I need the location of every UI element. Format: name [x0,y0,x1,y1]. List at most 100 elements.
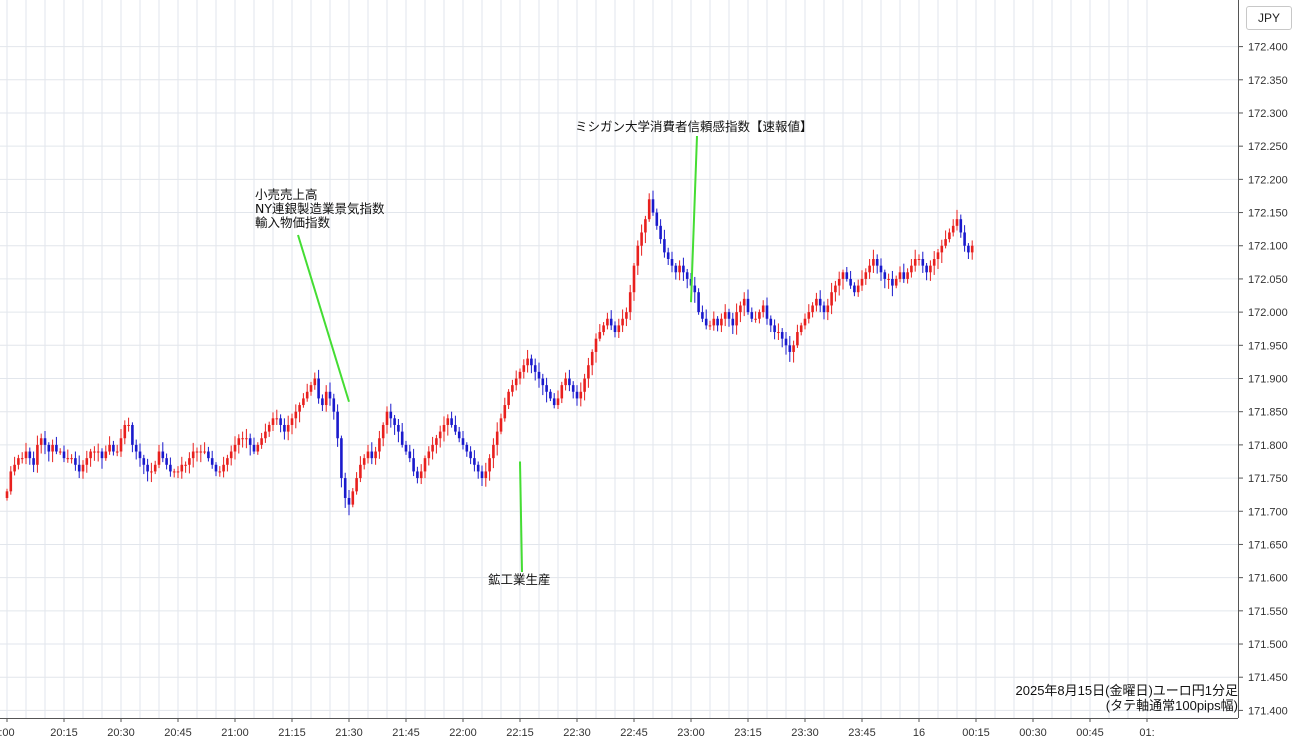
candle-up [366,451,370,459]
candle-down [541,378,545,386]
candle-up [180,464,184,472]
candle-down [784,338,788,346]
candle-down [370,451,374,459]
event-annotation-industrial-production: 鉱工業生産 [488,573,551,587]
candle-down [663,239,666,253]
candle-up [484,471,488,479]
candle-up [803,318,807,326]
candle-up [222,464,225,472]
candle-down [283,424,286,432]
price-tick-label: 172.150 [1248,208,1288,220]
candle-down [317,378,320,399]
candle-up [636,245,640,266]
candle-up [123,424,127,439]
annotation-line: 輸入物価指数 [255,215,331,230]
candle-up [864,272,868,279]
candle-up [761,305,765,313]
candle-up [492,444,495,459]
event-annotation-michigan-sentiment: ミシガン大学消費者信頼感指数【速報値】 [575,120,813,134]
candle-up [617,325,621,333]
candle-up [579,391,583,399]
candle-down [537,371,541,379]
candle-down [666,252,670,260]
candle-up [507,391,510,406]
candle-up [264,431,267,439]
currency-badge[interactable]: JPY [1246,6,1292,30]
time-tick-label: 20:45 [164,727,192,739]
price-tick-label: 172.000 [1248,307,1288,319]
price-tick-label: 171.900 [1248,374,1288,386]
candle-down [853,285,856,293]
candle-down [146,464,149,472]
candle-up [66,458,70,460]
candle-up [564,378,567,386]
candle-down [704,318,708,326]
candle-up [910,265,913,273]
candle-down [685,272,689,279]
candle-down [112,444,115,452]
candle-down [207,451,210,459]
candle-down [670,259,674,266]
candle-down [746,298,750,313]
candle-up [955,219,959,226]
candle-up [587,365,590,379]
caption-line-2: (タテ軸通常100pips幅) [1105,698,1238,713]
candle-down [210,458,214,465]
candle-up [898,272,902,279]
candle-up [96,451,100,453]
annotation-line: ミシガン大学消費者信頼感指数【速報値】 [575,119,813,134]
candle-up [237,438,241,445]
candle-up [89,451,92,459]
candle-up [841,272,845,279]
candle-up [495,431,499,445]
candle-up [837,278,841,286]
price-tick-label: 172.250 [1248,141,1288,153]
candle-down [77,464,81,472]
candle-up [522,365,526,372]
candle-down [549,391,552,399]
candle-up [13,464,16,472]
candle-down [476,464,480,472]
candle-down [552,398,556,406]
candle-up [324,391,328,406]
candle-up [199,451,203,453]
price-tick-label: 171.850 [1248,407,1288,419]
candle-down [62,451,66,459]
candle-up [359,464,362,479]
candle-up [742,298,746,306]
candle-up [153,464,157,472]
time-axis: :00 20:15 20:30 20:45 21:00 21:15 21:30 21:45 22… [0,718,1300,745]
candle-up [20,458,24,460]
time-tick-label: 21:30 [335,727,363,739]
candle-down [571,385,575,392]
price-axis: 171.400 171.450 171.500 171.550 171.600 171.6… [1238,0,1300,745]
candle-up [9,471,13,492]
chart-caption: 2025年8月15日(金曜日)ユーロ円1分足 (タテ軸通常100pips幅) [1016,683,1239,713]
candle-down [891,278,894,286]
candle-up [944,239,947,246]
candle-up [621,318,624,326]
candle-up [777,332,780,334]
candle-down [716,318,719,326]
candle-up [362,458,366,465]
candle-up [298,405,301,412]
candle-down [32,458,35,465]
price-tick-label: 172.050 [1248,274,1288,286]
candle-up [807,312,811,319]
candle-down [321,398,324,406]
candle-down [480,471,484,479]
candle-up [218,471,222,473]
candle-up [625,312,628,319]
annotation-leaders [297,135,698,573]
candle-up [708,325,712,327]
price-tick-label: 171.500 [1248,639,1288,651]
candle-up [427,451,431,459]
candle-up [419,471,423,479]
candle-down [165,458,168,465]
price-tick-label: 171.650 [1248,539,1288,551]
candle-up [514,378,518,386]
time-tick-label: 22:30 [563,727,591,739]
candle-up [446,418,450,425]
candle-down [416,471,419,479]
